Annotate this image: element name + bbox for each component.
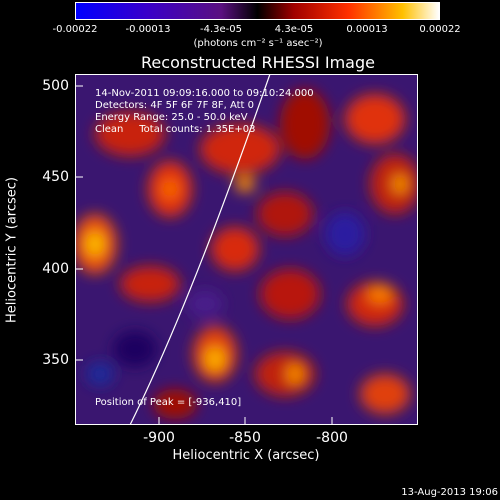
plot-title: Reconstructed RHESSI Image — [141, 53, 375, 72]
colorbar-tick: 0.00013 — [346, 24, 388, 35]
y-tick-label: 350 — [42, 352, 69, 368]
colorbar-tick: 4.3e-05 — [274, 24, 314, 35]
footer-timestamp: 13-Aug-2013 19:06 — [401, 487, 498, 498]
colorbar-unit-label: (photons cm⁻² s⁻¹ asec⁻²) — [193, 38, 323, 49]
x-tick-label: -900 — [143, 430, 175, 446]
time-range-annotation: 14-Nov-2011 09:09:16.000 to 09:10:24.000 — [95, 88, 314, 99]
x-tick-label: -800 — [316, 430, 348, 446]
y-axis-label: Heliocentric Y (arcsec) — [4, 177, 20, 323]
clean-counts-annotation: Clean Total counts: 1.35E+03 — [95, 124, 256, 135]
colorbar — [75, 2, 440, 20]
rhessi-image — [75, 74, 418, 425]
colorbar-tick: 0.00022 — [419, 24, 461, 35]
y-tick-label: 400 — [42, 261, 69, 277]
x-axis-label: Heliocentric X (arcsec) — [172, 448, 320, 463]
peak-position-annotation: Position of Peak = [-936,410] — [95, 397, 242, 408]
energy-range-annotation: Energy Range: 25.0 - 50.0 keV — [95, 112, 248, 123]
detectors-annotation: Detectors: 4F 5F 6F 7F 8F, Att 0 — [95, 100, 255, 111]
colorbar-tick: -4.3e-05 — [200, 24, 242, 35]
x-tick-label: -850 — [229, 430, 261, 446]
colorbar-tick: -0.00022 — [52, 24, 98, 35]
y-tick-label: 500 — [42, 78, 69, 94]
colorbar-tick: -0.00013 — [125, 24, 171, 35]
y-tick-label: 450 — [42, 169, 69, 185]
